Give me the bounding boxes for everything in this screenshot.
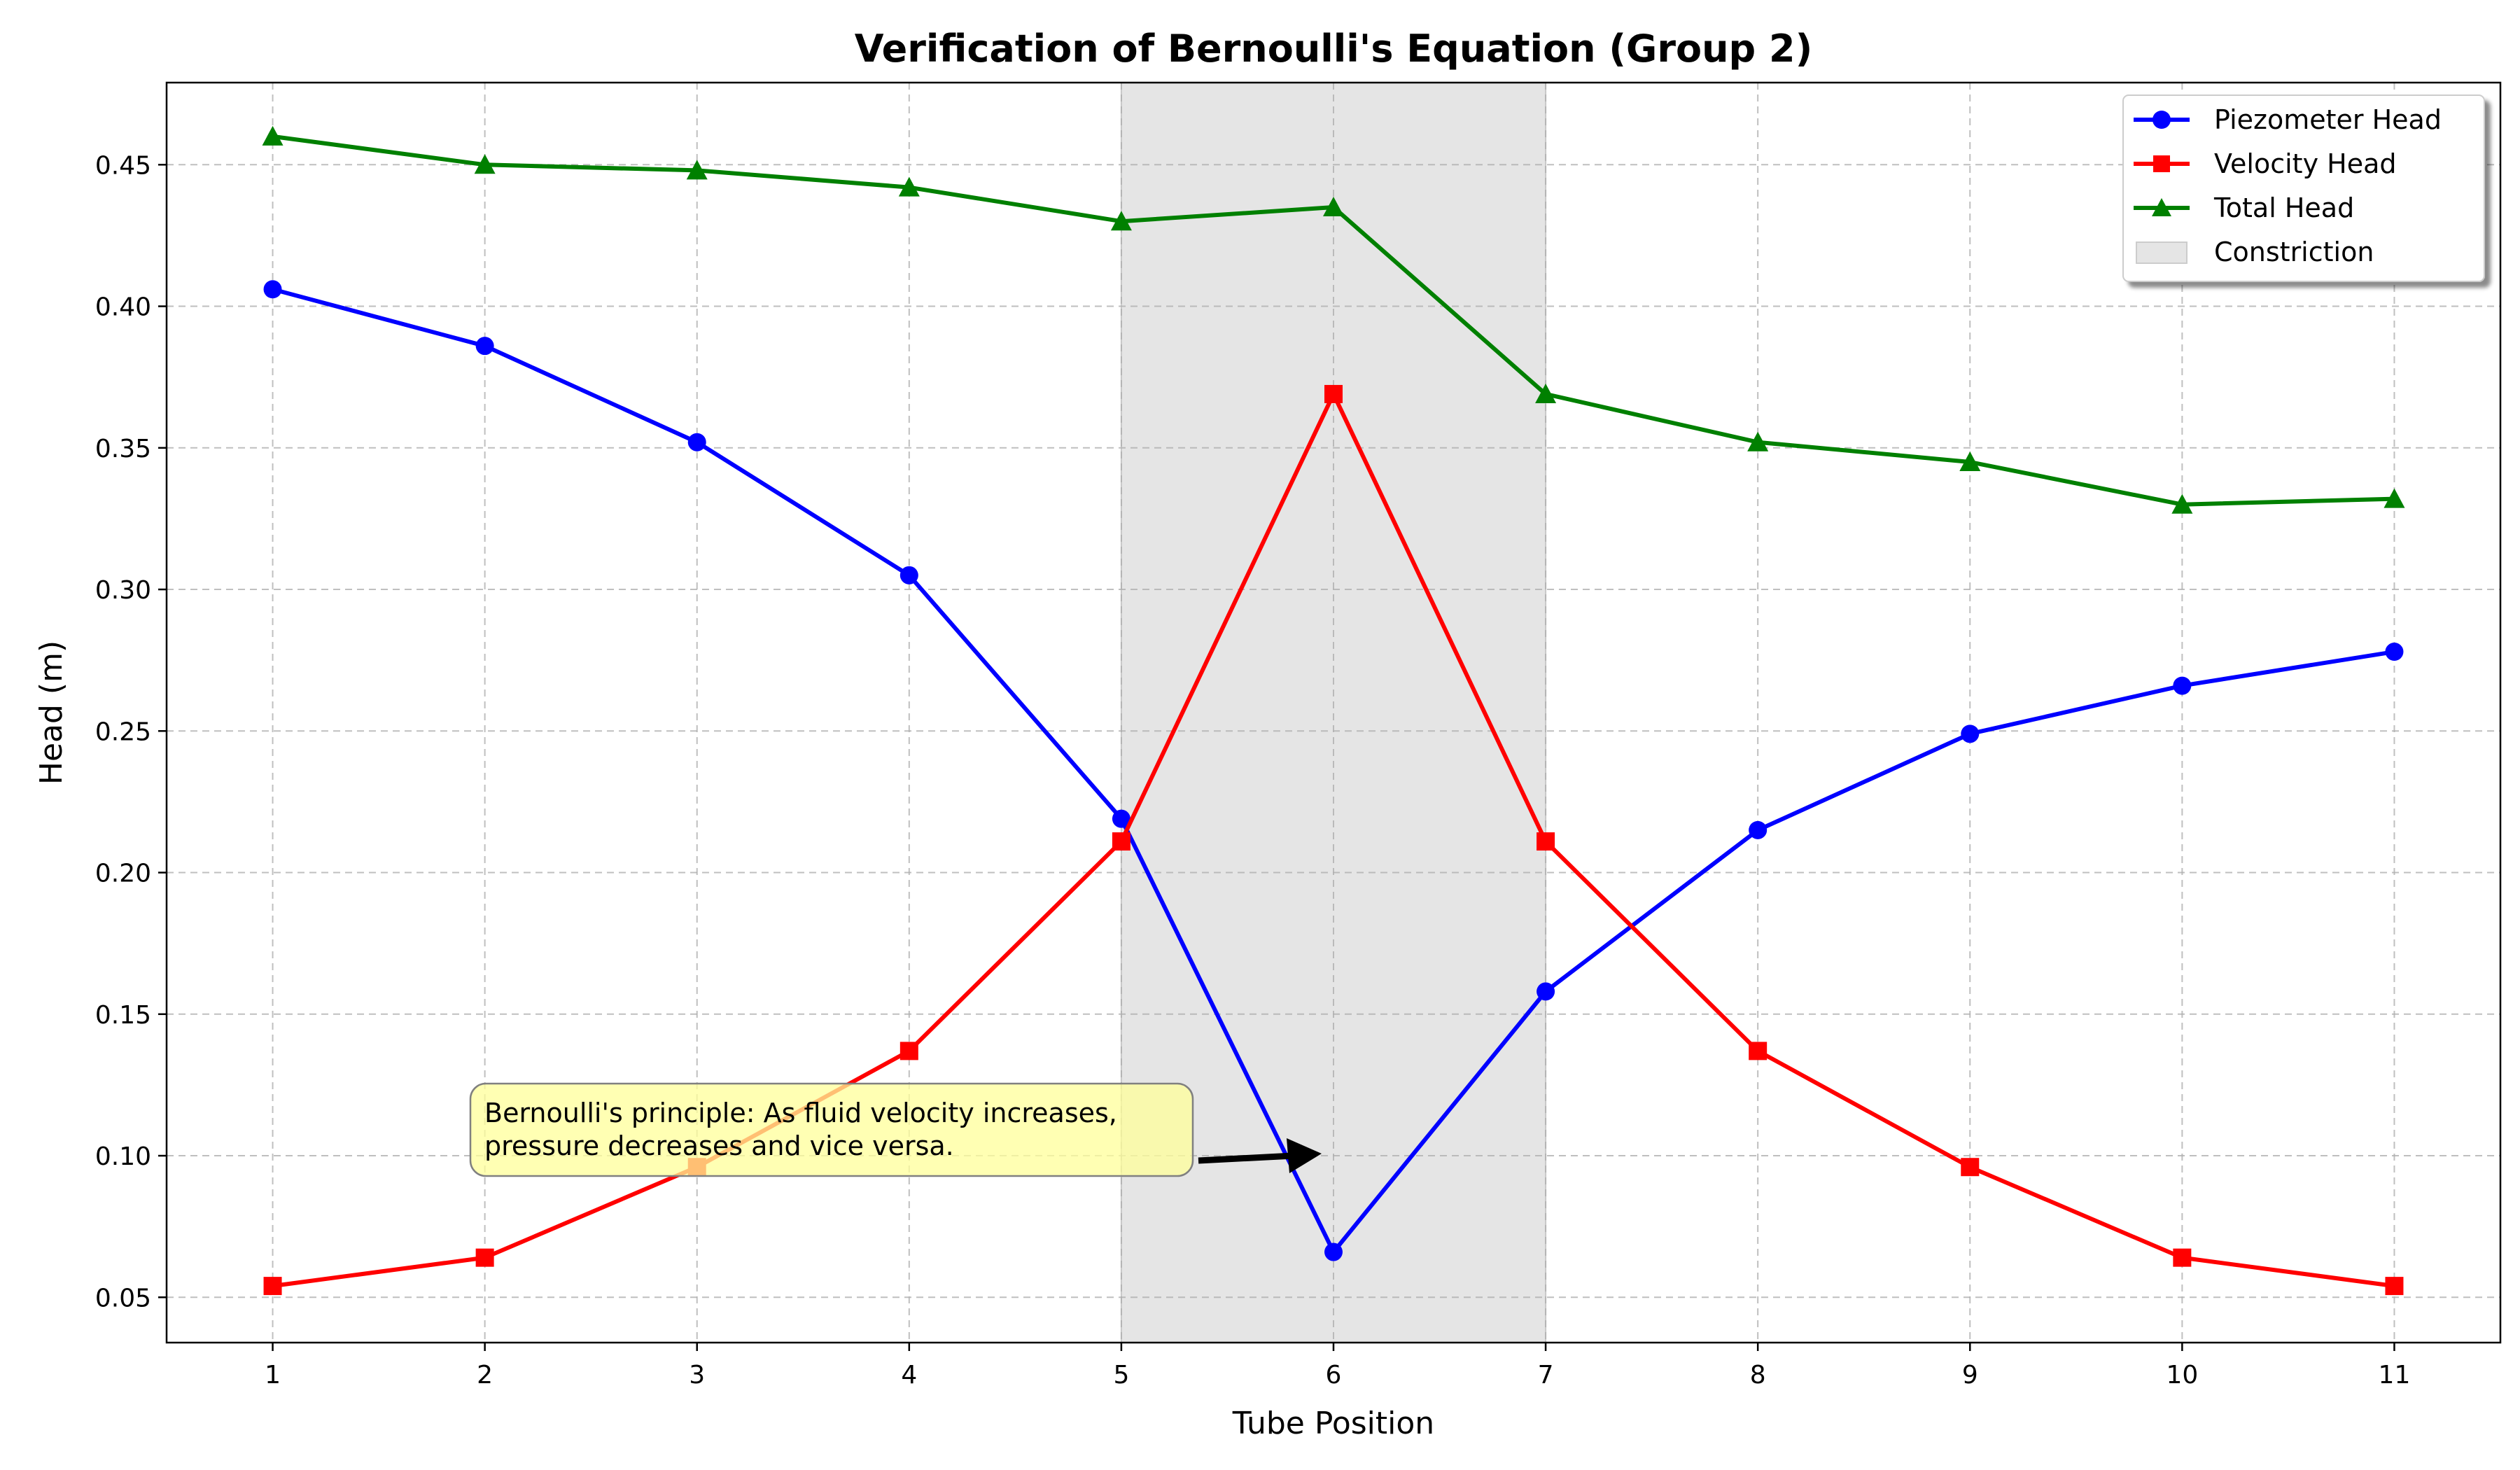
legend-item-total: Total Head (2134, 192, 2354, 223)
x-tick-label: 10 (2166, 1361, 2198, 1390)
data-point-total-head (1323, 196, 1344, 216)
annotation-arrow-head (1287, 1138, 1322, 1173)
legend-item-piezometer: Piezometer Head (2134, 104, 2442, 135)
x-tick-label: 1 (265, 1361, 281, 1390)
data-point-piezometer-head (1749, 820, 1768, 839)
data-point-piezometer-head (687, 433, 706, 451)
x-tick-label: 11 (2379, 1361, 2411, 1390)
y-tick-label: 0.35 (95, 435, 151, 463)
data-point-total-head (262, 125, 284, 146)
legend-label-velocity: Velocity Head (2214, 148, 2397, 179)
data-point-velocity-head (263, 1277, 282, 1296)
data-point-total-head (474, 154, 496, 174)
series-layer (262, 125, 2405, 1296)
annotation-arrow-shaft (1198, 1152, 1294, 1164)
legend-marker-circle (2152, 111, 2171, 129)
data-point-piezometer-head (475, 337, 494, 356)
data-point-piezometer-head (1112, 809, 1130, 828)
y-tick-label: 0.20 (95, 860, 151, 888)
data-point-velocity-head (899, 1042, 918, 1060)
data-point-total-head (898, 176, 920, 197)
data-point-piezometer-head (263, 280, 282, 299)
y-tick-label: 0.25 (95, 718, 151, 746)
data-point-velocity-head (1749, 1042, 1768, 1060)
y-tick-label: 0.15 (95, 1001, 151, 1030)
data-point-total-head (686, 160, 708, 180)
legend-label-constriction: Constriction (2214, 237, 2374, 267)
chart-title: Verification of Bernoulli's Equation (Gr… (855, 27, 1813, 71)
legend-box (2122, 94, 2485, 282)
y-tick-label: 0.05 (95, 1284, 151, 1312)
data-point-velocity-head (1112, 832, 1130, 851)
annotation-line-1: Bernoulli's principle: As fluid velocity… (484, 1098, 1117, 1128)
y-tick-label: 0.30 (95, 576, 151, 605)
tick-layer: 1 2 3 4 5 6 7 8 9 10 11 0.05 0.10 0.15 0.20 0.25 0.30 0.3… (95, 151, 2411, 1390)
y-tick-label: 0.40 (95, 293, 151, 322)
annotation-box (469, 1082, 1194, 1177)
x-tick-label: 6 (1326, 1361, 1342, 1390)
data-point-piezometer-head (1324, 1242, 1343, 1261)
x-tick-label: 9 (1962, 1361, 1978, 1390)
legend-label-total: Total Head (2213, 192, 2354, 223)
legend-item-constriction: Constriction (2136, 237, 2374, 267)
annotation-line-2: pressure decreases and vice versa. (484, 1130, 954, 1161)
data-point-velocity-head (1961, 1158, 1980, 1177)
data-point-piezometer-head (1961, 724, 1980, 743)
legend: Piezometer Head Velocity Head Total Head… (2122, 94, 2485, 282)
data-point-velocity-head (475, 1248, 494, 1267)
data-point-total-head (1535, 383, 1557, 403)
data-point-velocity-head (2173, 1248, 2192, 1267)
data-point-piezometer-head (2385, 643, 2404, 662)
data-point-velocity-head (2385, 1277, 2404, 1296)
x-tick-label: 7 (1538, 1361, 1554, 1390)
legend-marker-square (2153, 155, 2170, 172)
data-point-total-head (2171, 493, 2193, 514)
data-point-total-head (1959, 451, 1981, 472)
x-tick-label: 2 (477, 1361, 493, 1390)
data-point-piezometer-head (2173, 676, 2192, 695)
data-point-velocity-head (1324, 384, 1343, 403)
x-tick-label: 3 (689, 1361, 705, 1390)
legend-marker-triangle (2152, 198, 2171, 216)
data-point-total-head (1747, 431, 1769, 451)
x-tick-label: 4 (901, 1361, 917, 1390)
data-point-total-head (1110, 211, 1132, 231)
x-tick-label: 8 (1750, 1361, 1766, 1390)
y-tick-label: 0.45 (95, 151, 151, 180)
legend-item-velocity: Velocity Head (2134, 148, 2397, 179)
x-axis-label: Tube Position (1232, 1406, 1434, 1441)
data-point-total-head (2384, 488, 2405, 508)
data-point-piezometer-head (899, 566, 918, 584)
y-tick-label: 0.10 (95, 1142, 151, 1171)
data-point-piezometer-head (1536, 982, 1555, 1001)
annotation: Bernoulli's principle: As fluid velocity… (469, 1082, 1322, 1177)
legend-swatch-constriction (2136, 241, 2188, 264)
series-total-head (262, 125, 2405, 514)
x-tick-label: 5 (1113, 1361, 1129, 1390)
series-piezometer-head (263, 280, 2404, 1261)
y-axis-label: Head (m) (34, 640, 69, 785)
data-point-velocity-head (1536, 832, 1555, 851)
legend-label-piezometer: Piezometer Head (2214, 104, 2442, 135)
